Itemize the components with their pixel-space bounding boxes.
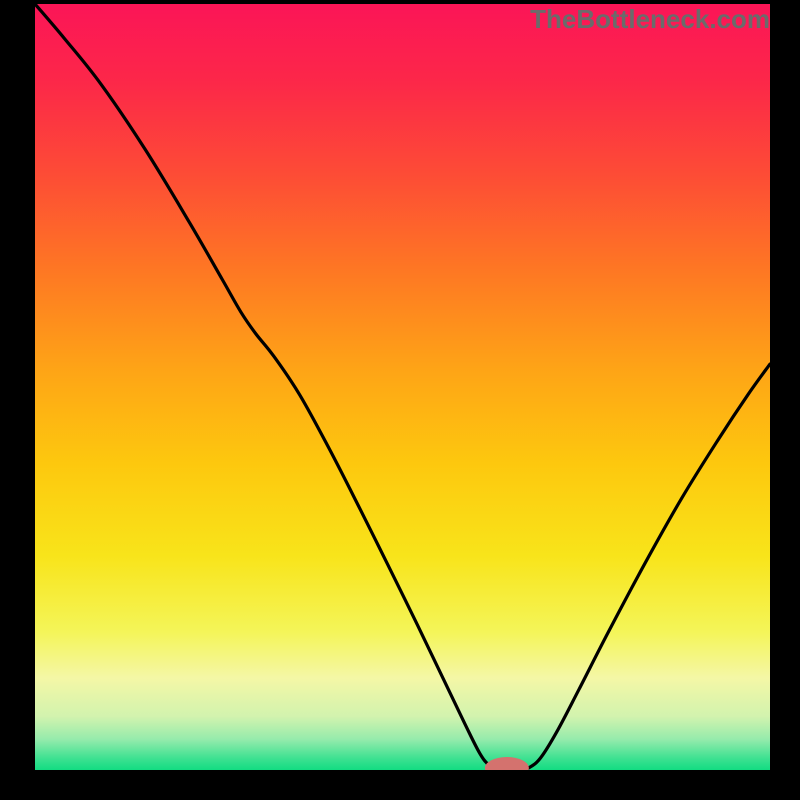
- frame-bottom: [0, 770, 800, 800]
- chart-stage: TheBottleneck.com: [0, 0, 800, 800]
- frame-right: [770, 0, 800, 800]
- watermark-text: TheBottleneck.com: [530, 4, 770, 35]
- bottleneck-curve: [35, 4, 770, 770]
- curve-layer: [35, 4, 770, 770]
- optimal-marker: [485, 757, 529, 770]
- frame-left: [0, 0, 35, 800]
